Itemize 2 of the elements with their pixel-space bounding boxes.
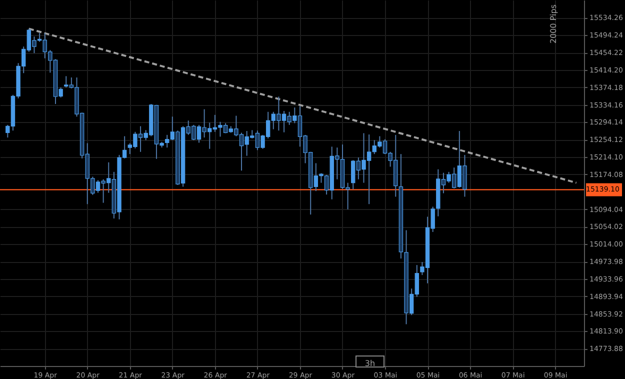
annotation: 3h: [364, 359, 376, 368]
annotation: 2000 Pips: [549, 4, 558, 44]
